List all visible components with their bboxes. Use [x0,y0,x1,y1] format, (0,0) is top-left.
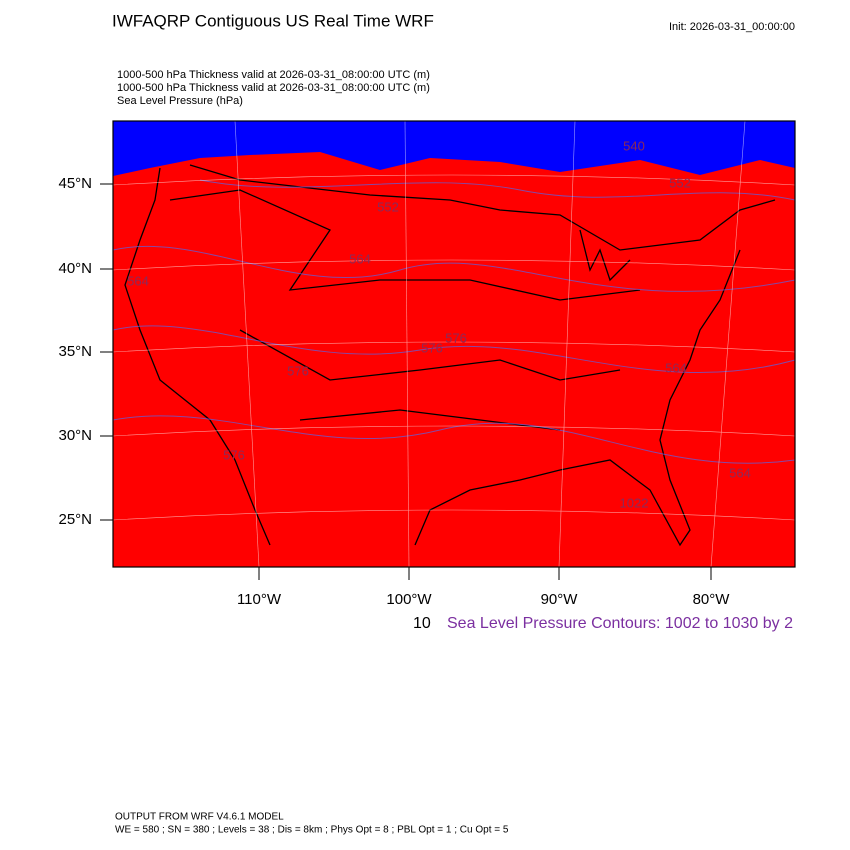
legend-text: Sea Level Pressure Contours: 1002 to 103… [447,615,793,632]
init-time: Init: 2026-03-31_00:00:00 [669,21,795,33]
contour-label: 564 [127,273,149,288]
lat-label: 25°N [58,511,92,528]
pressure-contours [112,179,796,464]
legend-prefix: 10 [413,615,431,632]
lat-label: 40°N [58,260,92,277]
title: IWFAQRP Contiguous US Real Time WRF [112,11,434,30]
field-label: Sea Level Pressure (hPa) [117,95,243,107]
contour-label: 576 [223,447,245,462]
contour-label: 564 [665,360,687,375]
contour-label: 552 [669,175,691,190]
field-label: 1000-500 hPa Thickness valid at 2026-03-… [117,82,430,94]
graticule [112,120,796,568]
lon-label: 90°W [541,591,579,608]
axes: 45°N 40°N 35°N 30°N 25°N 110°W 100°W 90°W 80°W [58,175,730,608]
contour-label: 576 [421,340,443,355]
contour-label: 576 [445,330,467,345]
lon-label: 110°W [237,591,282,608]
contour-label: 564 [349,251,371,266]
lat-label: 45°N [58,175,92,192]
contour-label: 576 [287,363,309,378]
map-background [113,121,795,567]
footer-line: WE = 580 ; SN = 380 ; Levels = 38 ; Dis … [115,825,509,836]
lon-label: 80°W [693,591,731,608]
contour-label: 552 [377,199,399,214]
contour-label: 540 [623,138,645,153]
lat-label: 35°N [58,343,92,360]
contour-label: 1022 [620,495,649,510]
contour-label: 564 [729,465,751,480]
lon-label: 100°W [386,591,432,608]
lat-label: 30°N [58,427,92,444]
cold-region [113,121,795,176]
footer-line: OUTPUT FROM WRF V4.6.1 MODEL [115,812,284,823]
field-label: 1000-500 hPa Thickness valid at 2026-03-… [117,69,430,81]
map-frame [112,120,796,568]
coastlines [124,164,776,547]
